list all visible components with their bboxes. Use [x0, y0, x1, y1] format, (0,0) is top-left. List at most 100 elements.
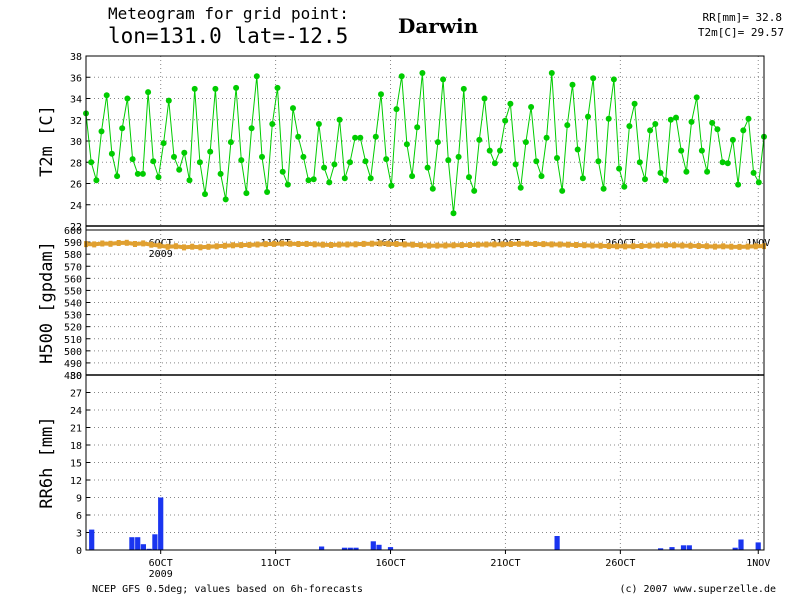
geopotential-point — [615, 243, 619, 250]
geopotential-point — [116, 240, 121, 246]
geopotential-point — [312, 241, 317, 248]
precipitation-bar — [658, 548, 664, 551]
temperature-point — [253, 73, 260, 80]
geopotential-point — [304, 240, 309, 247]
geopotential-point — [672, 242, 677, 249]
temperature-point — [610, 76, 617, 83]
precipitation-bar — [152, 534, 158, 551]
temperature-point — [667, 116, 674, 123]
temperature-point — [233, 84, 240, 91]
geopotential-point — [451, 242, 456, 249]
geopotential-point — [631, 243, 636, 250]
precipitation-bar — [319, 546, 325, 550]
temperature-point — [150, 158, 157, 165]
geopotential-point — [337, 241, 342, 248]
geopotential-point — [525, 240, 530, 247]
y-tick-label: 32 — [70, 116, 82, 127]
temperature-point — [419, 70, 426, 76]
temperature-point — [290, 105, 296, 112]
temperature-point — [393, 106, 400, 113]
temperature-point — [554, 155, 560, 161]
temperature-point — [704, 168, 711, 175]
temperature-point — [559, 187, 566, 194]
temperature-point — [414, 124, 421, 131]
temperature-point — [755, 179, 762, 186]
temperature-point — [207, 148, 214, 155]
x-tick-label: 6OCT — [149, 558, 173, 569]
geopotential-point — [566, 241, 570, 248]
geopotential-point — [745, 243, 750, 250]
temperature-point — [372, 133, 379, 140]
temperature-point — [129, 156, 136, 163]
geopotential-point — [222, 242, 227, 249]
precipitation-bar — [353, 547, 359, 550]
temperature-point — [642, 176, 648, 183]
geopotential-point — [680, 242, 685, 249]
geopotential-point — [345, 241, 350, 248]
y-tick-label: 600 — [64, 226, 82, 237]
x-tick-label: 1NOV — [746, 558, 770, 569]
geopotential-point — [255, 241, 260, 248]
temperature-point — [569, 81, 576, 88]
precipitation-bar — [158, 497, 164, 550]
temperature-point — [336, 116, 343, 123]
temperature-point — [321, 164, 328, 171]
y-tick-label: 15 — [70, 459, 82, 470]
temperature-point — [341, 175, 348, 182]
y-tick-label: 520 — [64, 323, 82, 334]
temperature-point — [388, 182, 395, 189]
temperature-point — [683, 168, 690, 175]
temperature-point — [445, 157, 452, 164]
geopotential-point — [182, 244, 186, 251]
temperature-point — [305, 177, 312, 184]
y-tick-label: 3 — [76, 529, 82, 540]
y-tick-label: 6 — [76, 511, 82, 522]
x-tick-label: 21OCT — [490, 558, 520, 569]
y-tick-label: 24 — [70, 406, 82, 417]
y-axis-label: RR6h [mm] — [37, 416, 57, 508]
precipitation-bar — [146, 548, 152, 550]
temperature-point — [352, 134, 359, 141]
geopotential-point — [231, 242, 235, 249]
y-tick-label: 30 — [70, 137, 82, 148]
temperature-point — [181, 149, 188, 156]
geopotential-point — [410, 241, 415, 248]
temperature-point — [460, 85, 467, 92]
geopotential-point — [288, 240, 293, 247]
y-tick-label: 540 — [64, 299, 82, 310]
geopotential-point — [361, 240, 366, 247]
geopotential-point — [476, 241, 481, 248]
geopotential-point — [500, 241, 505, 248]
temperature-point — [165, 97, 172, 104]
geopotential-point — [394, 241, 399, 247]
y-tick-label: 12 — [70, 476, 82, 487]
geopotential-point — [190, 243, 195, 250]
location-name: Darwin — [398, 14, 479, 38]
geopotential-point — [688, 242, 693, 249]
geopotential-point — [516, 240, 521, 247]
geopotential-point — [533, 241, 538, 247]
precipitation-bar — [376, 544, 382, 551]
geopotential-point — [549, 241, 554, 248]
y-tick-label: 580 — [64, 250, 82, 261]
geopotential-point — [296, 241, 301, 247]
precipitation-bar — [680, 545, 687, 550]
geopotential-point — [704, 243, 709, 250]
temperature-point — [517, 184, 524, 191]
y-tick-label: 30 — [70, 371, 82, 382]
temperature-point — [600, 185, 607, 192]
precipitation-bar — [89, 529, 95, 550]
geopotential-point — [157, 242, 162, 249]
temperature-point — [714, 126, 721, 133]
temperature-point — [238, 157, 245, 164]
temperature-point — [481, 95, 488, 102]
geopotential-point — [108, 240, 113, 247]
temperature-point — [647, 127, 654, 134]
temperature-point — [103, 92, 110, 99]
geopotential-point — [443, 242, 448, 249]
y-tick-label: 21 — [70, 424, 82, 435]
temperature-point — [202, 191, 208, 198]
geopotential-point — [459, 242, 464, 249]
temperature-point — [512, 161, 519, 168]
temperature-point — [398, 73, 405, 80]
